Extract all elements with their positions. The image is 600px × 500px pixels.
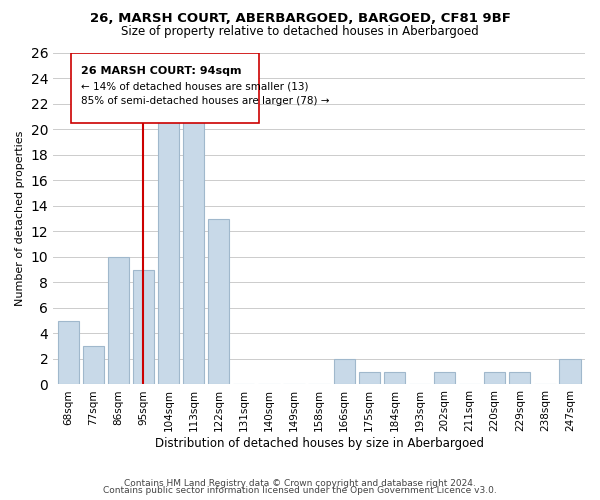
Bar — [559, 359, 581, 384]
Bar — [383, 372, 405, 384]
Bar — [158, 91, 179, 384]
Bar — [359, 372, 380, 384]
Text: Size of property relative to detached houses in Aberbargoed: Size of property relative to detached ho… — [121, 25, 479, 38]
Text: 85% of semi-detached houses are larger (78) →: 85% of semi-detached houses are larger (… — [81, 96, 329, 106]
Bar — [108, 257, 129, 384]
Text: ← 14% of detached houses are smaller (13): ← 14% of detached houses are smaller (13… — [81, 81, 308, 91]
Bar — [334, 359, 355, 384]
Bar — [183, 104, 205, 384]
FancyBboxPatch shape — [71, 53, 259, 123]
Bar — [133, 270, 154, 384]
Bar — [208, 218, 229, 384]
Text: 26, MARSH COURT, ABERBARGOED, BARGOED, CF81 9BF: 26, MARSH COURT, ABERBARGOED, BARGOED, C… — [89, 12, 511, 26]
X-axis label: Distribution of detached houses by size in Aberbargoed: Distribution of detached houses by size … — [155, 437, 484, 450]
Text: Contains HM Land Registry data © Crown copyright and database right 2024.: Contains HM Land Registry data © Crown c… — [124, 478, 476, 488]
Bar — [58, 320, 79, 384]
Bar — [509, 372, 530, 384]
Text: 26 MARSH COURT: 94sqm: 26 MARSH COURT: 94sqm — [81, 66, 241, 76]
Y-axis label: Number of detached properties: Number of detached properties — [15, 131, 25, 306]
Bar — [484, 372, 505, 384]
Bar — [83, 346, 104, 385]
Text: Contains public sector information licensed under the Open Government Licence v3: Contains public sector information licen… — [103, 486, 497, 495]
Bar — [434, 372, 455, 384]
